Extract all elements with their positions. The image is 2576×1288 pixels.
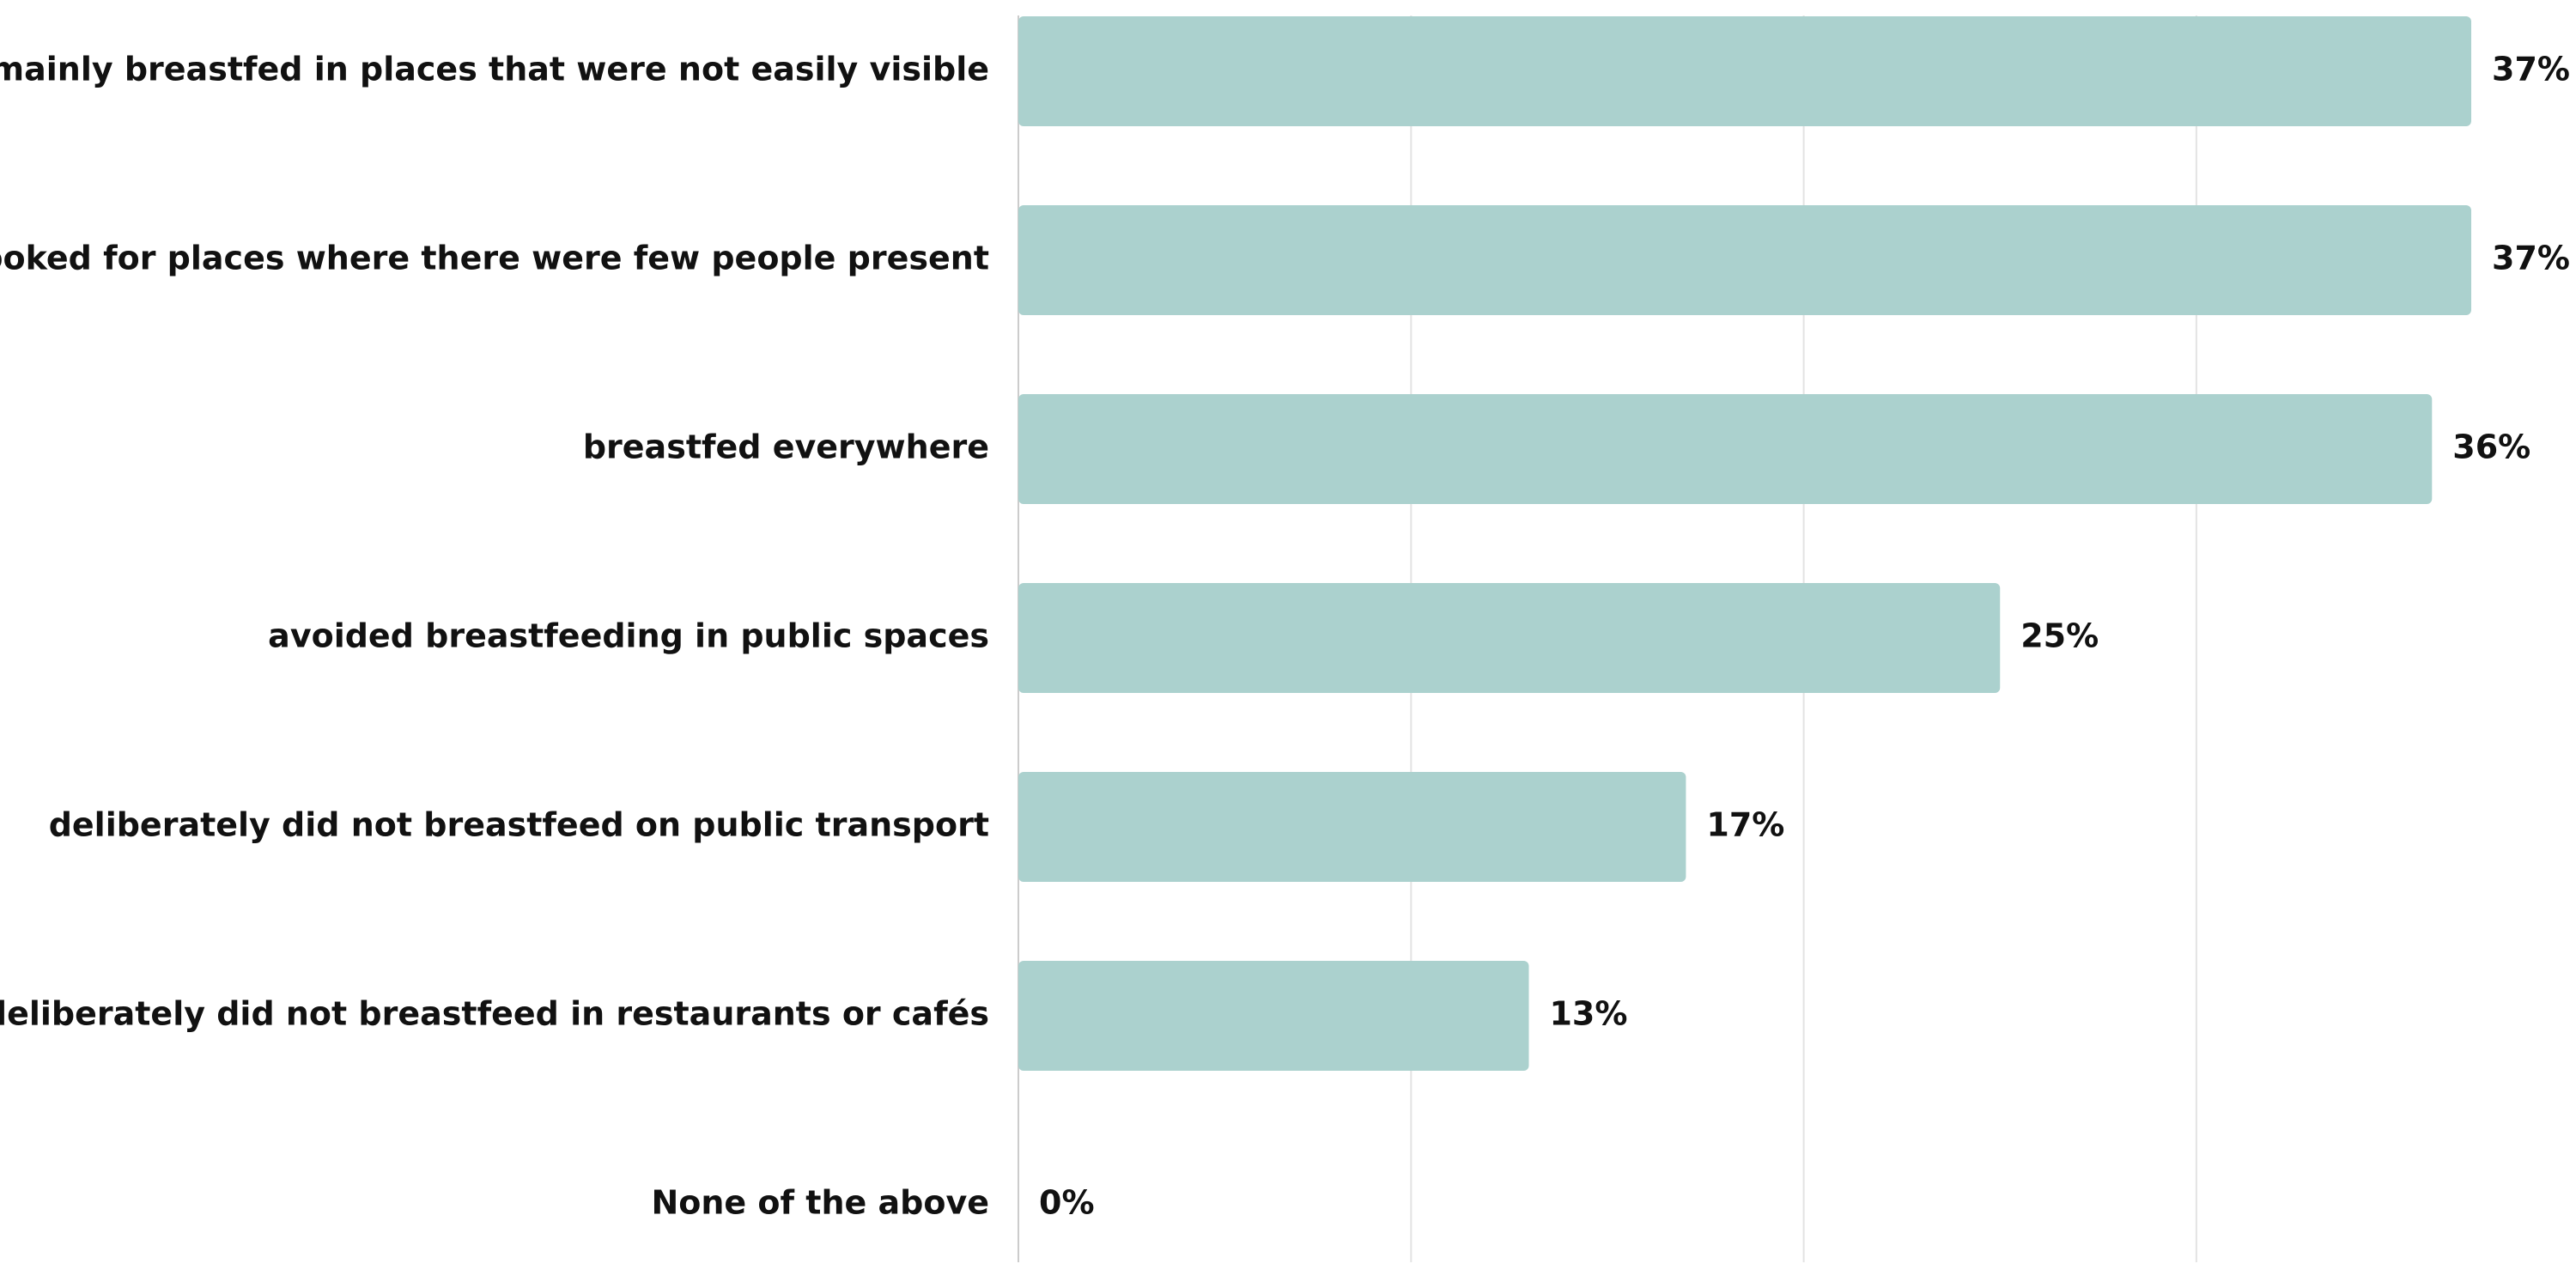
value-label: 0% [1039,1184,1095,1222]
value-label: 13% [1549,995,1627,1033]
category-label: deliberately did not breastfeed on publi… [49,806,989,844]
category-labels: mainly breastfed in places that were not… [0,51,989,1222]
bar [1018,16,2471,126]
bar [1018,961,1529,1071]
category-label: None of the above [651,1184,989,1222]
value-label: 37% [2492,51,2570,88]
value-label: 36% [2452,428,2530,466]
value-label: 25% [2020,617,2099,655]
category-label: breastfed everywhere [583,428,989,466]
value-label: 37% [2492,240,2570,277]
bar [1018,394,2433,504]
category-label: looked for places where there were few p… [0,240,989,277]
category-label: deliberately did not breastfeed in resta… [0,995,989,1033]
category-label: avoided breastfeeding in public spaces [268,617,989,655]
value-labels: 37% 37% 36% 25% 17% 13% 0% [1039,51,2570,1222]
bar [1018,772,1686,882]
category-label: mainly breastfed in places that were not… [0,51,989,88]
bar [1018,583,2001,693]
bar [1018,205,2471,315]
bars [1018,16,2471,1071]
value-label: 17% [1706,806,1784,844]
